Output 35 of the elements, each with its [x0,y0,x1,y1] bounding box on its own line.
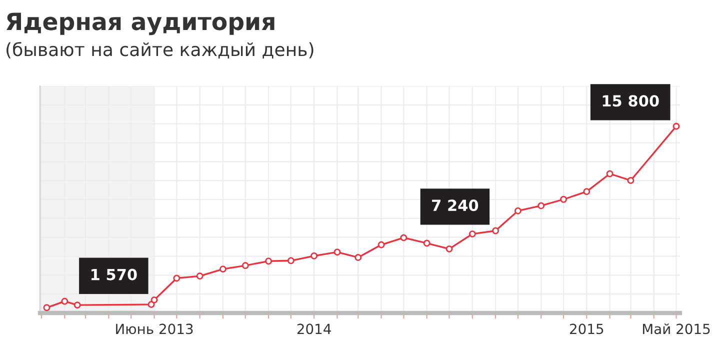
point [538,202,545,210]
point [378,241,385,248]
point [468,230,476,238]
point [583,188,590,196]
x-tick-label: Июнь 2013 [116,324,193,334]
point [672,122,680,130]
point [354,254,362,261]
point [287,257,294,264]
chart-title: Ядерная аудитория [6,12,274,36]
point [492,227,500,234]
data-label: 1 570 [91,268,137,280]
point [74,302,81,309]
point [61,298,68,305]
chart-subtitle: (бывают на сайте каждый день) [6,42,314,58]
point [334,248,341,256]
point [196,272,204,280]
x-tick-label: 2015 [570,324,604,334]
point [446,245,453,252]
point [43,304,50,312]
point [150,296,158,304]
point [606,170,614,178]
point [310,252,318,260]
data-label: 7 240 [432,200,478,212]
data-label: 15 800 [602,95,659,107]
point [514,207,522,214]
x-tick-label: 2014 [297,324,331,334]
point [400,234,408,242]
point [560,196,567,203]
point [219,266,226,273]
point [242,262,249,269]
point [423,240,430,247]
x-tick-label: Май 2015 [642,323,710,334]
point [173,274,180,282]
point [265,258,272,265]
point [627,176,634,184]
